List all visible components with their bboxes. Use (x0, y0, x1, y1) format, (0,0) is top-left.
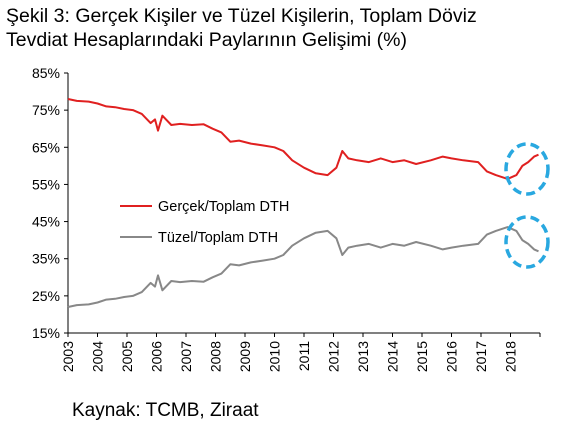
title-line-2: Tevdiat Hesaplarındaki Paylarının Gelişi… (6, 29, 407, 51)
title-line-1: Şekil 3: Gerçek Kişiler ve Tüzel Kişiler… (6, 5, 477, 27)
x-tick-label: 2003 (60, 341, 76, 372)
x-tick-label: 2007 (178, 341, 194, 372)
x-tick-label: 2008 (208, 341, 224, 372)
chart-area: 15% 25% 35% 45% 55% 65% 75% 85% 2003 2004 2005 2006… (32, 65, 550, 372)
x-tick-label: 2018 (503, 341, 519, 372)
y-tick-label: 15% (32, 325, 60, 341)
highlight-circle-tuzel (504, 215, 550, 269)
highlight-circle-gercek (504, 142, 550, 196)
x-tick-label: 2004 (90, 341, 106, 372)
legend-label: Tüzel/Toplam DTH (158, 230, 278, 246)
series-line-tuzel (67, 226, 539, 308)
x-tick-label: 2012 (326, 341, 342, 372)
x-tick-label: 2006 (149, 341, 165, 372)
y-tick-label: 55% (32, 176, 60, 192)
x-tick-label: 2011 (296, 341, 312, 371)
y-tick-label: 85% (32, 65, 60, 81)
y-tick-label: 25% (32, 288, 60, 304)
x-tick-label: 2009 (237, 341, 253, 372)
x-tick-label: 2014 (385, 341, 401, 372)
y-tick-label: 45% (32, 214, 60, 230)
x-tick-label: 2016 (444, 341, 460, 372)
series-line-gercek (67, 98, 539, 180)
x-tick-label: 2017 (473, 341, 489, 372)
y-tick-label: 35% (32, 251, 60, 267)
y-tick-label: 75% (32, 102, 60, 118)
legend-label: Gerçek/Toplam DTH (158, 199, 289, 215)
x-tick-label: 2010 (267, 341, 283, 372)
x-tick-label: 2013 (355, 341, 371, 372)
y-tick-label: 65% (32, 139, 60, 155)
source-note: Kaynak: TCMB, Ziraat (72, 400, 259, 421)
x-tick-label: 2005 (119, 341, 135, 372)
chart-title: Şekil 3: Gerçek Kişiler ve Tüzel Kişiler… (6, 4, 576, 52)
x-tick-label: 2015 (414, 341, 430, 372)
